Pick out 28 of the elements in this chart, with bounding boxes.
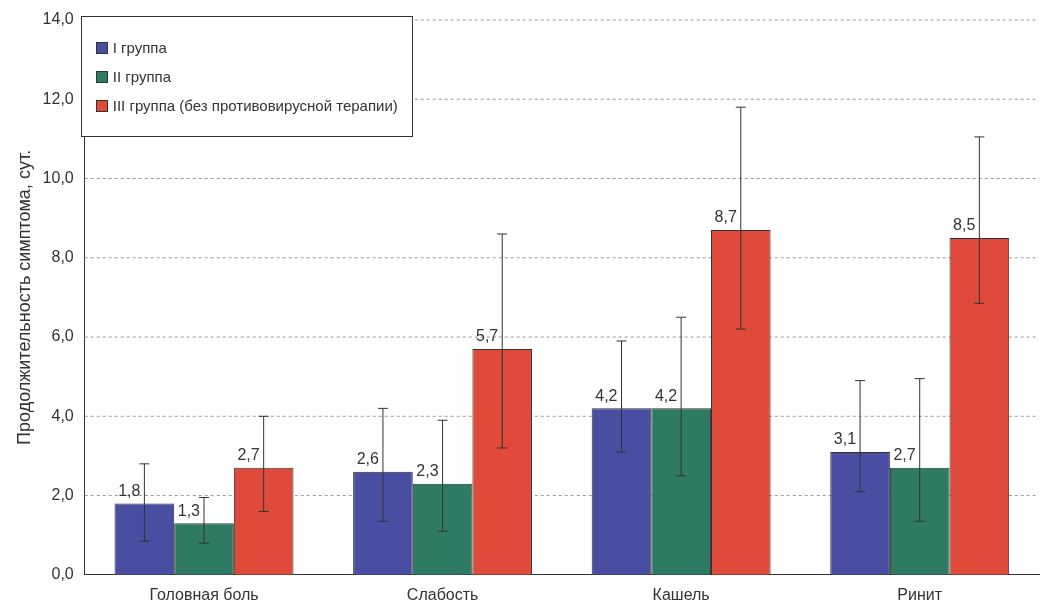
y-tick-label: 14,0	[42, 10, 74, 28]
y-tick-label: 6,0	[51, 327, 74, 345]
data-label: 1,8	[118, 481, 141, 499]
y-tick-label: 12,0	[42, 89, 74, 107]
data-label: 2,3	[416, 462, 439, 480]
x-tick-label: Головная боль	[149, 585, 259, 603]
y-tick-label: 0,0	[51, 565, 74, 583]
data-label: 5,7	[475, 327, 499, 345]
data-label: 2,7	[237, 446, 260, 464]
x-tick-label: Кашель	[652, 585, 710, 603]
y-axis-title: Продолжительность симптома, сут.	[13, 149, 34, 445]
data-label: 2,7	[893, 446, 916, 464]
legend-label: I группа	[112, 39, 167, 56]
y-tick-label: 2,0	[51, 485, 74, 503]
legend-label: II группа	[112, 68, 171, 85]
y-tick-label: 4,0	[51, 406, 74, 424]
data-label: 8,5	[953, 216, 976, 234]
data-label: 4,2	[595, 386, 618, 404]
data-label: 4,2	[654, 386, 678, 404]
y-tick-label: 8,0	[51, 248, 74, 266]
data-label: 1,3	[177, 501, 201, 519]
data-label: 3,1	[833, 430, 857, 448]
y-tick-label: 10,0	[42, 168, 74, 186]
x-tick-label: Ринит	[897, 585, 943, 603]
x-tick-label: Слабость	[406, 585, 479, 603]
legend-label: III группа (без противовирусной терапии)	[112, 97, 398, 114]
data-label: 8,7	[714, 208, 737, 226]
data-label: 2,6	[356, 450, 380, 468]
